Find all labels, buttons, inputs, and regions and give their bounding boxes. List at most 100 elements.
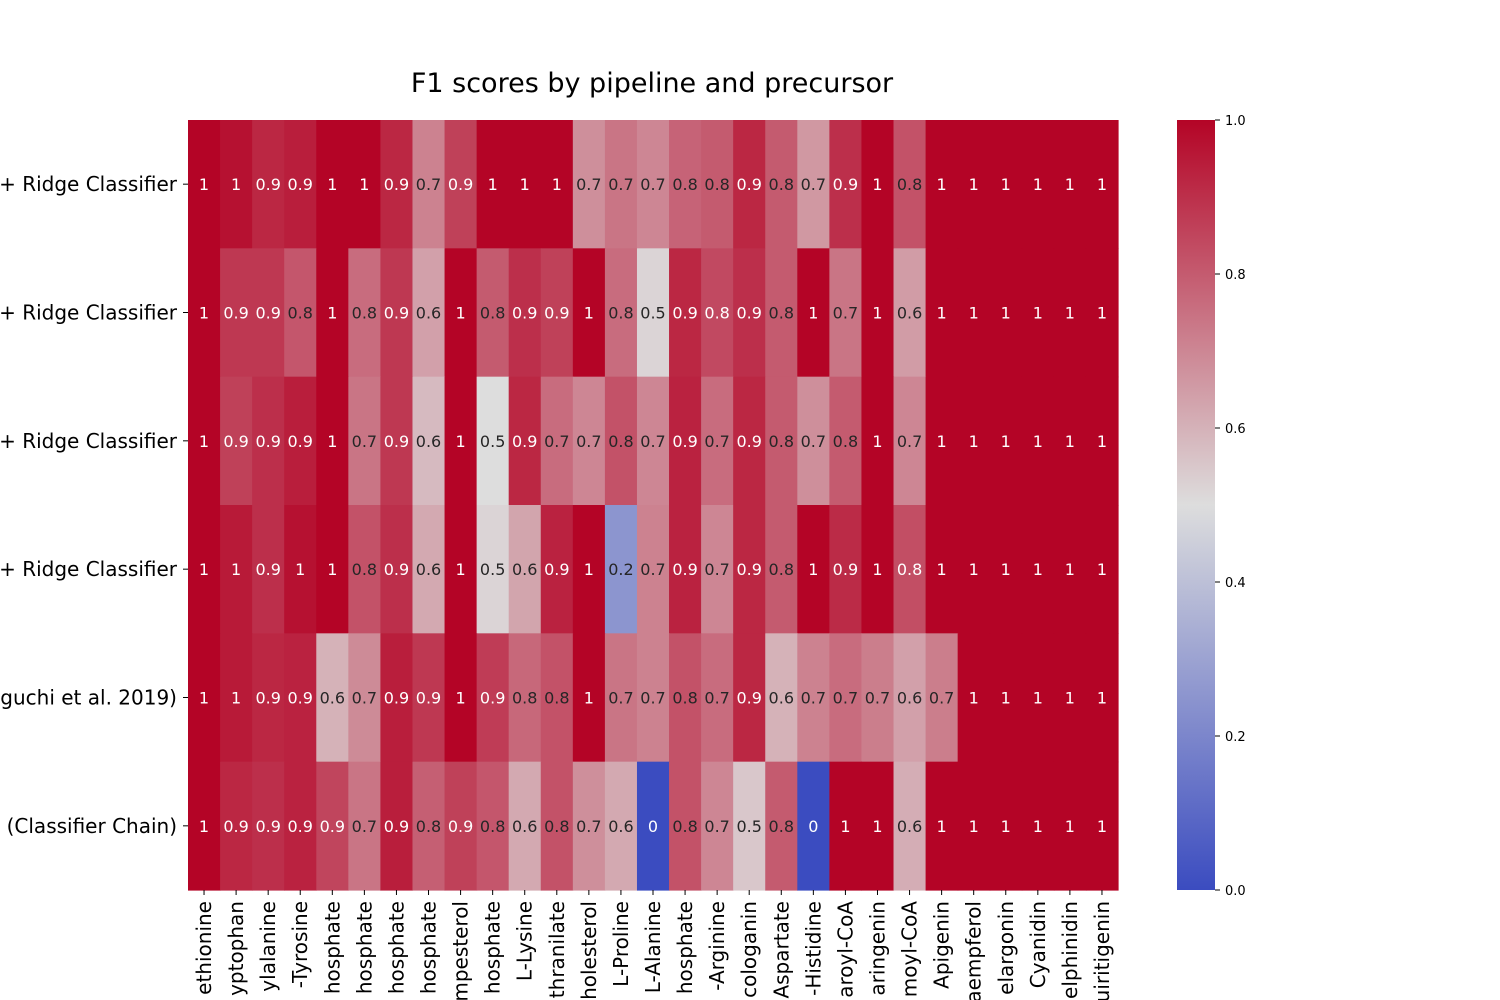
column-label: hosphate [673,901,697,994]
column-label: ethionine [192,901,216,995]
cell-value-label: 0.6 [512,817,537,836]
cell-value-label: 0.9 [416,689,441,708]
heatmap-cell [669,376,702,506]
heatmap-cell [829,505,863,634]
column-label: -Arginine [705,901,729,991]
cell-value-label: 0.7 [704,432,729,451]
heatmap-cell [380,248,414,378]
heatmap-cell [829,376,863,506]
cell-value-label: 0.9 [736,689,761,708]
heatmap-cell [188,120,221,249]
heatmap-cell [765,633,798,763]
heatmap-cell [316,633,349,763]
heatmap-cell [508,248,542,378]
heatmap-cell [636,248,670,378]
column-label: -Tyrosine [288,901,312,988]
heatmap-cell [797,761,830,891]
heatmap-cell [412,761,446,891]
cell-value-label: 0.6 [416,432,441,451]
heatmap-cell [733,505,766,634]
heatmap-cell [797,633,830,763]
cell-value-label: 0.9 [288,432,313,451]
cell-value-label: 1 [455,689,465,708]
row-labels: + Ridge Classifier + Ridge Classifier + Ri… [0,172,188,838]
cell-value-label: 0.6 [897,817,922,836]
heatmap-cell [604,633,638,763]
cell-value-label: 1 [552,175,562,194]
heatmap-cell [829,120,863,249]
cell-value-label: 0.5 [480,432,505,451]
heatmap-cell [220,633,253,763]
heatmap-cell [412,633,446,763]
column-label: Cyanidin [1026,901,1050,988]
cell-value-label: 1 [808,304,818,323]
cell-value-label: 0.8 [672,689,697,708]
heatmap-cell [220,376,253,506]
heatmap-cell [893,505,927,634]
cell-value-label: 1 [1097,817,1107,836]
cell-value-label: 0.8 [608,304,633,323]
cell-value-label: 1 [1001,689,1011,708]
cell-value-label: 0.7 [897,432,922,451]
cell-value-label: 1 [872,175,882,194]
cell-value-label: 1 [937,817,947,836]
cell-value-label: 0.9 [736,304,761,323]
cell-value-label: 1 [1001,560,1011,579]
heatmap-cell [957,120,991,249]
heatmap-cell [765,376,798,506]
heatmap-cell [669,505,702,634]
heatmap-cell [989,120,1023,249]
cell-value-label: 0.8 [704,175,729,194]
cell-value-label: 0.9 [736,560,761,579]
cell-value-label: 0.8 [769,432,794,451]
heatmap-cell [669,120,702,249]
cell-value-label: 0 [808,817,818,836]
cell-value-label: 0.9 [255,432,280,451]
heatmap-cell [476,505,510,634]
colorbar-tick-label: 0.6 [1225,422,1246,437]
cell-value-label: 1 [1033,175,1043,194]
cell-value-label: 0.7 [352,689,377,708]
cell-value-label: 0.7 [640,560,665,579]
cell-value-label: 0.8 [769,817,794,836]
heatmap-cell [797,120,830,249]
heatmap-cell [252,248,285,378]
cell-value-label: 0.7 [833,304,858,323]
heatmap-cell [476,120,510,249]
cell-value-label: 0.9 [544,304,569,323]
row-label: + Ridge Classifier [0,429,178,453]
heatmap-cell [861,633,895,763]
heatmap-cell [604,505,638,634]
cell-value-label: 0.2 [608,560,633,579]
heatmap-cell [829,633,863,763]
heatmap-cell [925,761,959,891]
cell-value-label: 1 [327,560,337,579]
heatmap-cell [1085,505,1119,634]
cell-value-label: 1 [937,304,947,323]
cell-value-label: 0.5 [736,817,761,836]
column-label: elphinidin [1058,901,1082,999]
cell-value-label: 1 [455,560,465,579]
cell-value-label: 1 [1065,817,1075,836]
column-label: yptophan [224,901,248,996]
heatmap-cell [284,248,317,378]
heatmap-cell [476,248,510,378]
cell-value-label: 0.8 [608,432,633,451]
cell-value-label: 1 [969,304,979,323]
cell-value-label: 0.9 [672,304,697,323]
cell-value-label: 0.7 [640,175,665,194]
heatmap-cell [925,248,959,378]
heatmap-cell [444,376,478,506]
colorbar-gradient [1177,120,1215,890]
cell-value-label: 1 [872,304,882,323]
heatmap-cell [188,376,221,506]
heatmap-cell [829,248,863,378]
colorbar-tick-label: 0.4 [1225,576,1246,591]
heatmap-cell [380,633,414,763]
cell-value-label: 0.9 [384,432,409,451]
heatmap-cell [380,505,414,634]
cell-value-label: 1 [840,817,850,836]
heatmap-cell [701,248,734,378]
column-label: ylalanine [256,901,280,992]
column-label: hosphate [384,901,408,994]
